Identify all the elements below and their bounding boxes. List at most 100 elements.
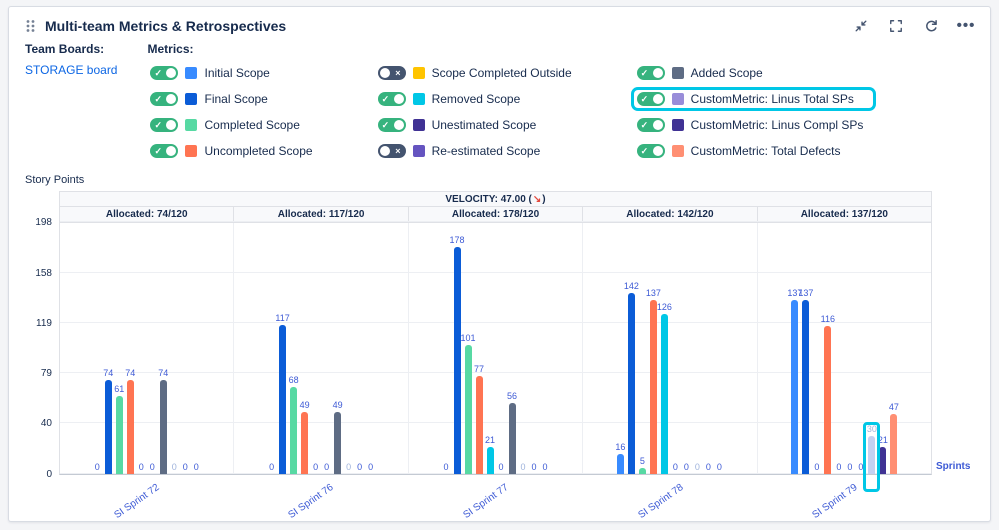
bar-slot: 0	[323, 223, 330, 474]
bar-value-label: 0	[694, 462, 700, 472]
sprint-group-si-sprint-72: 0 74 61 74 0 0 74 0 0 0	[60, 223, 235, 474]
more-options-icon[interactable]: •••	[956, 17, 976, 34]
toggle-custommetric-total-defects[interactable]: ✓	[636, 144, 665, 158]
bar-completed-scope	[290, 387, 298, 474]
toggle-initial-scope[interactable]: ✓	[150, 66, 179, 80]
bar-final-scope	[453, 247, 461, 474]
bar-slot: 0	[705, 223, 712, 474]
toggle-uncompleted-scope[interactable]: ✓	[150, 144, 179, 158]
toggle-knob	[652, 94, 663, 104]
toggle-unestimated-scope[interactable]: ✓	[377, 118, 406, 132]
bar-slot: 21	[485, 223, 495, 474]
velocity-band: VELOCITY: 47.00 (↘)	[59, 191, 932, 207]
bar-slot: 137	[787, 223, 802, 474]
bar-slot: 0	[312, 223, 319, 474]
toggle-knob	[652, 68, 663, 78]
metric-label: Scope Completed Outside	[431, 66, 572, 80]
toggle-knob	[393, 94, 404, 104]
story-points-chart: 0 40 79 119 158 198 VELOCITY: 47.00 (↘) Alloc…	[25, 191, 974, 521]
bar-value-label: 49	[299, 399, 310, 410]
metric-color-swatch	[412, 67, 425, 79]
metric-color-swatch	[412, 119, 425, 131]
toggle-final-scope[interactable]: ✓	[150, 92, 179, 106]
toggle-knob	[166, 120, 177, 130]
metric-color-swatch	[412, 93, 425, 105]
bar-value-label: 0	[138, 462, 144, 472]
toggle-re-estimated-scope[interactable]: ×	[377, 144, 406, 158]
bar-value-label: 74	[158, 367, 169, 378]
bar-value-label: 0	[814, 462, 820, 472]
team-boards-section: Team Boards: STORAGE board	[25, 42, 117, 160]
bar-slot: 0	[857, 223, 864, 474]
bar-value-label: 0	[716, 462, 722, 472]
bar-value-label: 0	[520, 462, 526, 472]
bar-slot: 0	[716, 223, 723, 474]
page-title: Multi-team Metrics & Retrospectives	[45, 18, 287, 34]
toggle-completed-scope[interactable]: ✓	[150, 118, 179, 132]
refresh-icon[interactable]	[923, 18, 939, 34]
metric-color-swatch	[671, 145, 684, 157]
bar-custommetric-total-defects	[890, 414, 898, 474]
bar-slot: 61	[114, 223, 125, 474]
bar-value-label: 137	[798, 287, 814, 298]
bar-slot: 137	[798, 223, 813, 474]
metrics-label: Metrics:	[147, 42, 194, 56]
toggle-custommetric-linus-compl-sps[interactable]: ✓	[636, 118, 665, 132]
bar-added-scope	[334, 411, 342, 474]
fullscreen-icon[interactable]	[888, 18, 904, 34]
bar-value-label: 126	[656, 301, 672, 312]
bar-completed-scope	[115, 396, 123, 474]
trend-down-icon: ↘	[532, 193, 542, 205]
y-tick-label: 0	[46, 469, 52, 480]
check-icon: ✓	[381, 94, 390, 104]
toggle-removed-scope[interactable]: ✓	[377, 92, 406, 106]
bar-value-label: 74	[125, 367, 136, 378]
collapse-icon[interactable]	[853, 18, 869, 34]
bar-slot: 74	[125, 223, 136, 474]
bar-highlight-box	[863, 421, 881, 492]
toggle-custommetric-linus-total-sps[interactable]: ✓	[636, 92, 665, 106]
bar-slot: 117	[275, 223, 290, 474]
bar-value-label: 0	[368, 462, 374, 472]
team-boards-label: Team Boards:	[25, 42, 105, 56]
bar-value-label: 49	[332, 399, 343, 410]
metric-label: Unestimated Scope	[431, 118, 537, 132]
metric-item-initial-scope: ✓ Initial Scope	[147, 64, 322, 82]
bar-slot: 0	[356, 223, 363, 474]
bar-value-label: 0	[149, 462, 155, 472]
toggle-knob	[379, 146, 390, 156]
toggle-knob	[166, 68, 177, 78]
toggle-scope-completed-outside[interactable]: ×	[377, 66, 406, 80]
sprint-group-si-sprint-77: 0 178 101 77 21 0 56 0 0 0	[409, 223, 584, 474]
metric-label: Initial Scope	[204, 66, 270, 80]
metric-item-custommetric-total-defects: ✓ CustomMetric: Total Defects	[634, 142, 874, 160]
bar-value-label: 0	[847, 462, 853, 472]
bar-final-scope	[802, 299, 810, 474]
chart-title: Story Points	[25, 174, 85, 186]
bar-slot: 0	[813, 223, 820, 474]
metric-label: Completed Scope	[204, 118, 300, 132]
check-icon: ✓	[154, 146, 163, 156]
gridline	[60, 422, 931, 424]
bar-value-label: 0	[171, 462, 177, 472]
gridline	[60, 271, 931, 273]
velocity-paren-close: )	[542, 193, 546, 205]
header-actions: •••	[853, 18, 974, 34]
bar-slot: 47	[889, 223, 899, 474]
bar-slot: 0	[672, 223, 679, 474]
metric-item-unestimated-scope: ✓ Unestimated Scope	[375, 116, 582, 134]
bar-slot: 0	[694, 223, 701, 474]
bar-slot: 0	[182, 223, 189, 474]
bar-added-scope	[508, 402, 516, 474]
sprint-group-si-sprint-78: 16 142 5 137 126 0 0 0 0 0	[583, 223, 758, 474]
bar-uncompleted-scope	[824, 326, 832, 474]
metric-color-swatch	[185, 119, 198, 131]
bar-value-label: 142	[623, 281, 639, 292]
toggle-added-scope[interactable]: ✓	[636, 66, 665, 80]
bar-slot: 0	[171, 223, 178, 474]
drag-handle-icon[interactable]	[25, 18, 36, 34]
metric-color-swatch	[185, 93, 198, 105]
bar-value-label: 61	[114, 384, 125, 395]
axis-title-column: Sprints	[932, 191, 974, 521]
board-link[interactable]: STORAGE board	[25, 63, 118, 77]
